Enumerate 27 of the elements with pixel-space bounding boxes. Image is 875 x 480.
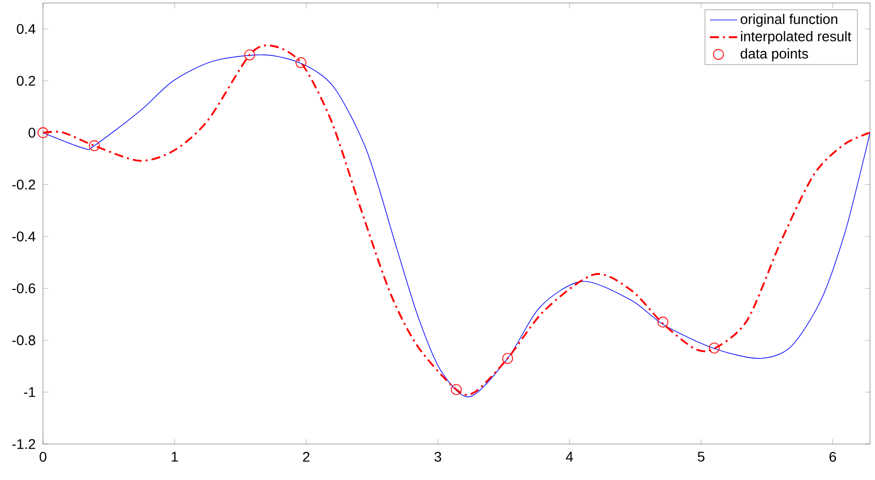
- point: [450, 384, 462, 395]
- y-tick-label: 0.2: [16, 76, 36, 86]
- point: [88, 140, 100, 152]
- x-tick-label: 3: [434, 452, 442, 462]
- y-tick-label: -0.2: [12, 180, 36, 190]
- legend-label: data points: [740, 48, 808, 62]
- y-tick-label: -1: [24, 387, 36, 397]
- x-tick-label: 4: [566, 452, 573, 462]
- y-tick-label: -0.4: [12, 232, 36, 242]
- legend-label: interpolated result: [741, 31, 852, 44]
- y-tick-label: 0: [28, 128, 36, 138]
- point: [708, 342, 720, 354]
- legend-label: original function: [740, 14, 838, 27]
- y-tick-label: 0.4: [16, 24, 36, 34]
- y-tick-label: -0.8: [12, 335, 36, 346]
- x-tick-label: 1: [172, 452, 178, 462]
- point: [502, 352, 514, 364]
- x-tick-label: 6: [830, 452, 836, 462]
- y-tick-label: -0.6: [12, 283, 36, 294]
- point: [296, 57, 306, 68]
- point: [244, 49, 256, 60]
- x-tick-label: 5: [698, 452, 704, 462]
- point: [658, 316, 668, 328]
- y-tick-label: -1.2: [12, 439, 36, 449]
- point: [38, 127, 48, 138]
- x-tick-label: 0: [40, 452, 46, 462]
- x-tick-label: 2: [303, 452, 310, 462]
